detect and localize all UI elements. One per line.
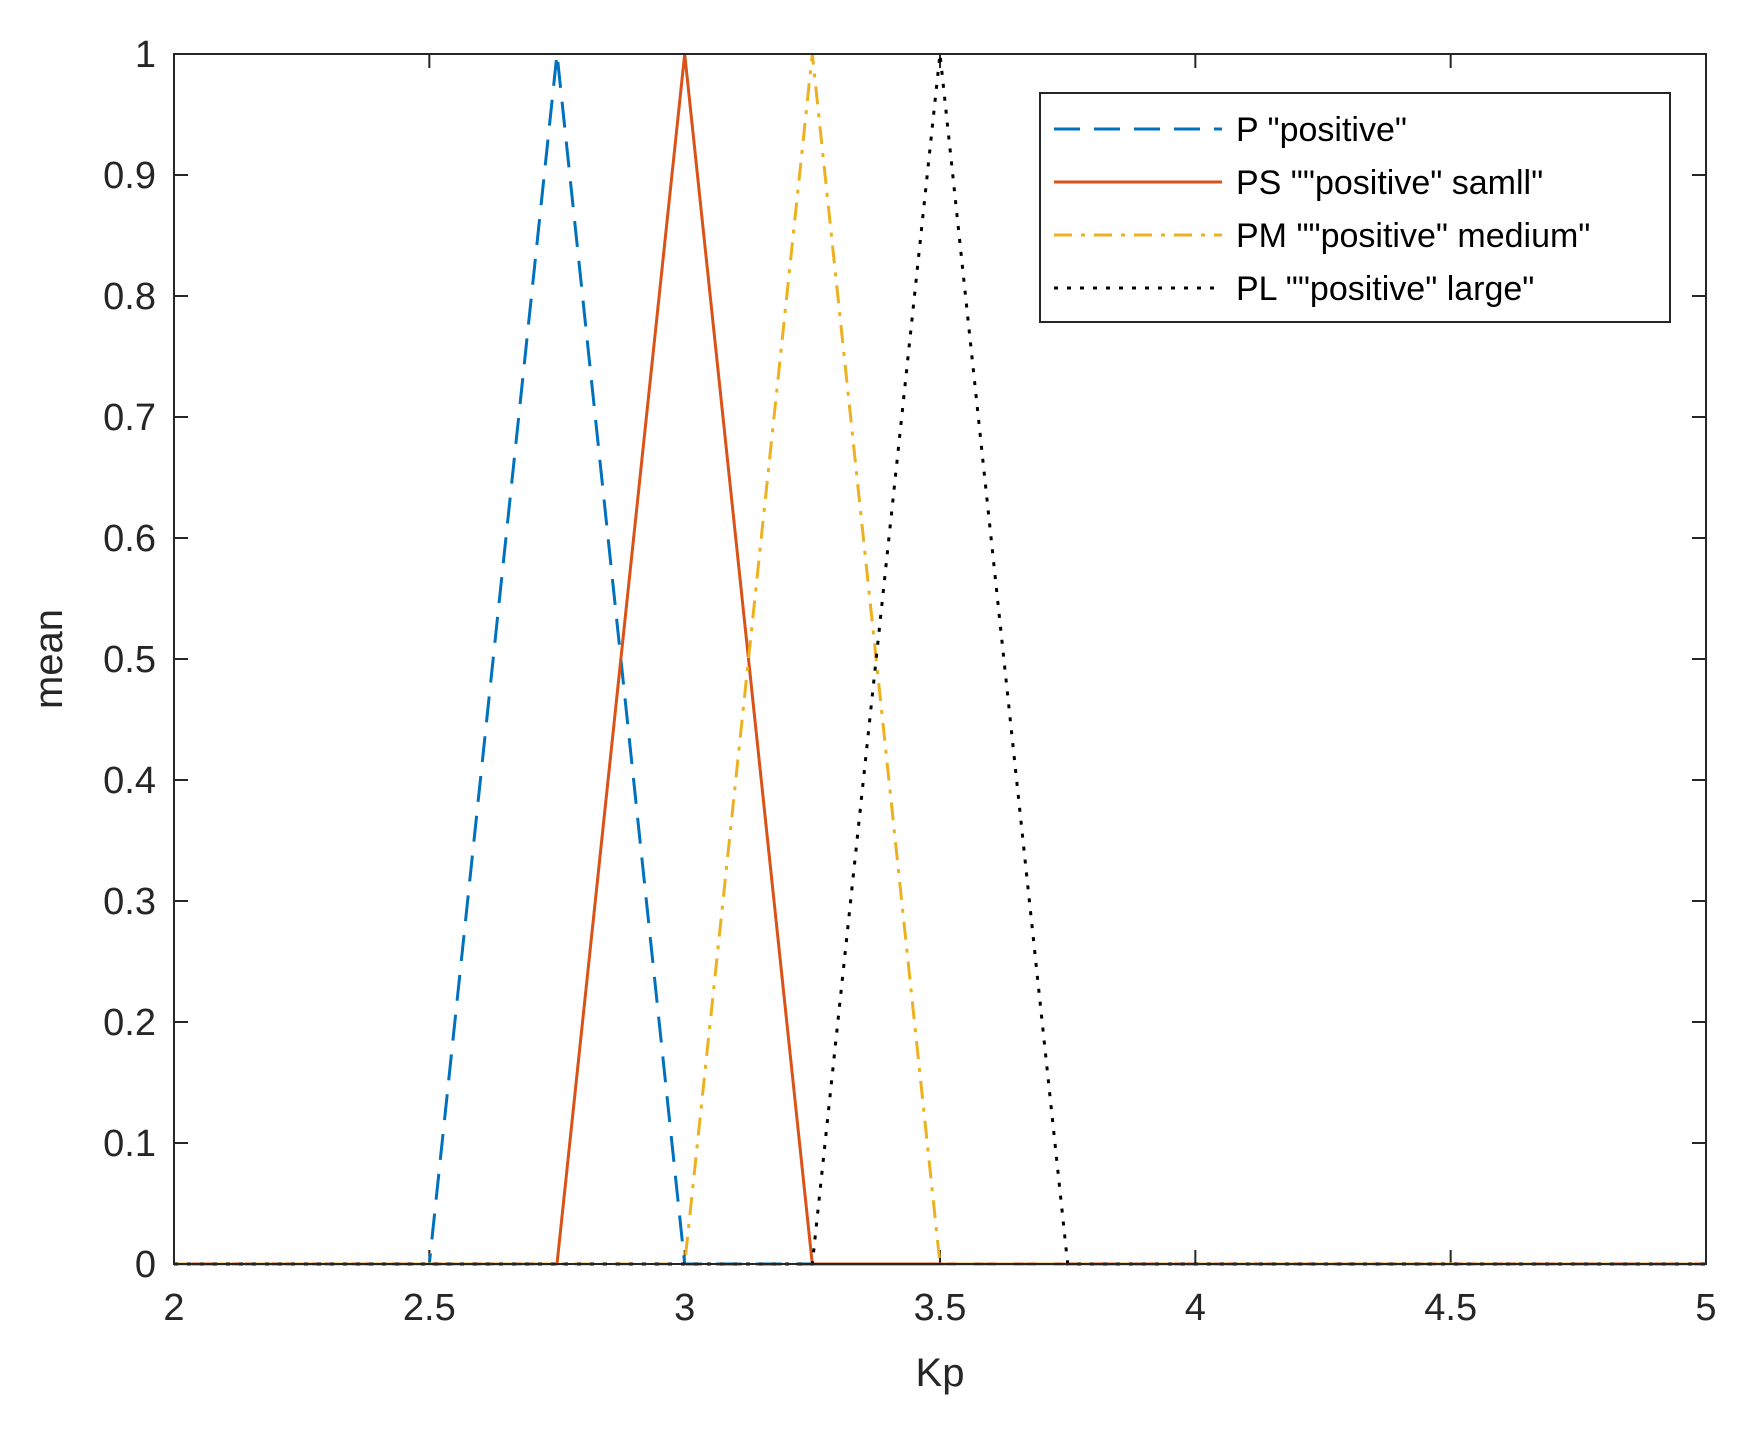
y-tick-label: 0.2: [103, 1002, 156, 1044]
x-tick-label: 3: [674, 1287, 695, 1329]
legend-entries: P "positive" PS ""positive" samll" PM ""po…: [1054, 111, 1590, 308]
y-axis-title: mean: [27, 609, 71, 709]
y-tick-label: 0.8: [103, 276, 156, 318]
y-tick-label: 0.5: [103, 639, 156, 681]
legend-box: [1039, 92, 1671, 323]
tick-labels: 2 2.5 3 3.5 4 4.5 5 0 0.1 0.2 0.3 0.4 0.5 0.6 0.7 0.8 0.…: [103, 34, 1716, 1329]
x-tick-label: 4.5: [1424, 1287, 1477, 1329]
y-tick-label: 0.6: [103, 518, 156, 560]
legend-entry-4: PL ""positive" large": [1054, 270, 1534, 308]
x-tick-label: 3.5: [914, 1287, 967, 1329]
legend-entry-1: P "positive": [1054, 111, 1407, 149]
legend-label: PS ""positive" samll": [1236, 164, 1543, 202]
legend-label: PM ""positive" medium": [1236, 217, 1590, 255]
x-tick-label: 4: [1185, 1287, 1206, 1329]
legend-label: P "positive": [1236, 111, 1407, 149]
y-tick-label: 0.7: [103, 397, 156, 439]
y-tick-label: 0: [135, 1244, 156, 1286]
y-tick-label: 0.4: [103, 760, 156, 802]
x-tick-label: 2.5: [403, 1287, 456, 1329]
legend-entry-3: PM ""positive" medium": [1054, 217, 1590, 255]
x-tick-label: 2: [163, 1287, 184, 1329]
legend-label: PL ""positive" large": [1236, 270, 1534, 308]
axes-box: [173, 53, 1707, 1265]
legend-entry-2: PS ""positive" samll": [1054, 164, 1543, 202]
x-axis-title: Kp: [916, 1351, 965, 1395]
y-tick-label: 1: [135, 34, 156, 76]
y-tick-label: 0.3: [103, 881, 156, 923]
legend: P "positive" PS ""positive" samll" PM ""po…: [1039, 92, 1671, 323]
y-tick-label: 0.9: [103, 155, 156, 197]
x-tick-label: 5: [1695, 1287, 1716, 1329]
y-tick-label: 0.1: [103, 1123, 156, 1165]
